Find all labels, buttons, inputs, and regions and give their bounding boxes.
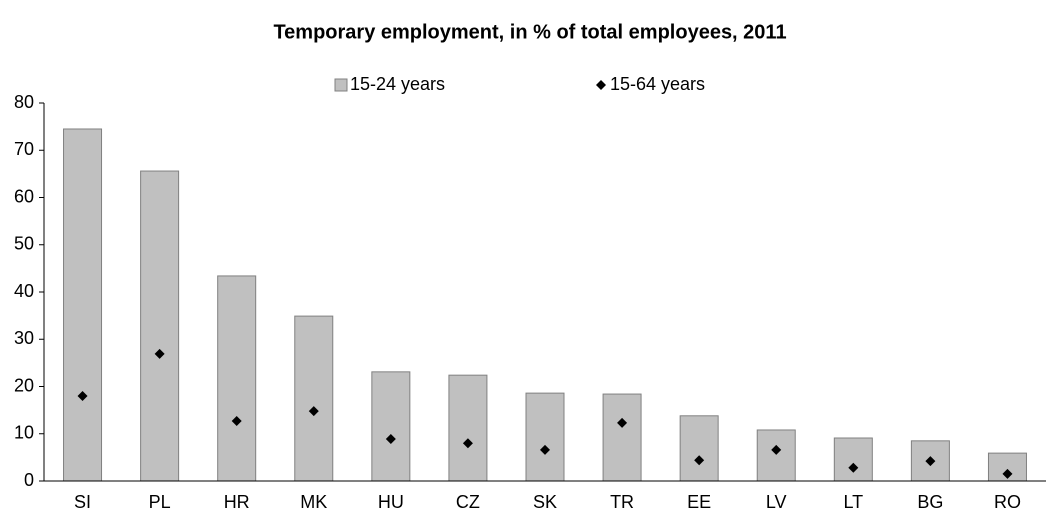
y-tick-label: 60 xyxy=(14,186,34,206)
x-tick-label: BG xyxy=(917,492,943,512)
marker xyxy=(617,417,628,428)
marker xyxy=(462,438,473,449)
x-tick-label: SI xyxy=(74,492,91,512)
bar xyxy=(140,170,180,482)
marker xyxy=(231,415,242,426)
y-tick-label: 10 xyxy=(14,423,34,443)
marker xyxy=(308,406,319,417)
y-tick-label: 20 xyxy=(14,375,34,395)
x-tick-label: CZ xyxy=(456,492,480,512)
bar xyxy=(756,429,796,482)
x-tick-label: PL xyxy=(149,492,171,512)
y-tick-label: 0 xyxy=(24,470,34,490)
bar xyxy=(602,393,642,482)
bar xyxy=(833,437,873,482)
x-tick-label: EE xyxy=(687,492,711,512)
legend-swatch xyxy=(596,80,606,90)
y-tick-label: 70 xyxy=(14,139,34,159)
marker xyxy=(385,433,396,444)
y-tick-label: 50 xyxy=(14,234,34,254)
bar xyxy=(294,315,334,482)
x-tick-label: RO xyxy=(994,492,1021,512)
legend-label: 15-64 years xyxy=(610,74,705,94)
x-tick-label: LV xyxy=(766,492,787,512)
marker xyxy=(154,348,165,359)
x-tick-label: HU xyxy=(378,492,404,512)
bar xyxy=(217,275,257,482)
y-tick-label: 40 xyxy=(14,281,34,301)
marker xyxy=(694,455,705,466)
bar xyxy=(63,128,103,482)
x-tick-label: LT xyxy=(843,492,863,512)
marker xyxy=(1002,468,1013,479)
marker xyxy=(771,444,782,455)
x-tick-label: SK xyxy=(533,492,557,512)
y-tick-label: 30 xyxy=(14,328,34,348)
x-tick-label: MK xyxy=(300,492,327,512)
bar xyxy=(371,371,411,482)
y-tick-label: 80 xyxy=(14,92,34,112)
x-tick-label: TR xyxy=(610,492,634,512)
marker xyxy=(77,390,88,401)
bar xyxy=(525,392,565,482)
bar xyxy=(448,374,488,482)
legend-swatch xyxy=(334,78,348,92)
marker xyxy=(925,456,936,467)
x-tick-label: HR xyxy=(224,492,250,512)
legend-label: 15-24 years xyxy=(350,74,445,94)
marker xyxy=(848,462,859,473)
bar xyxy=(679,415,719,482)
chart-title: Temporary employment, in % of total empl… xyxy=(273,21,786,43)
marker xyxy=(540,444,550,455)
